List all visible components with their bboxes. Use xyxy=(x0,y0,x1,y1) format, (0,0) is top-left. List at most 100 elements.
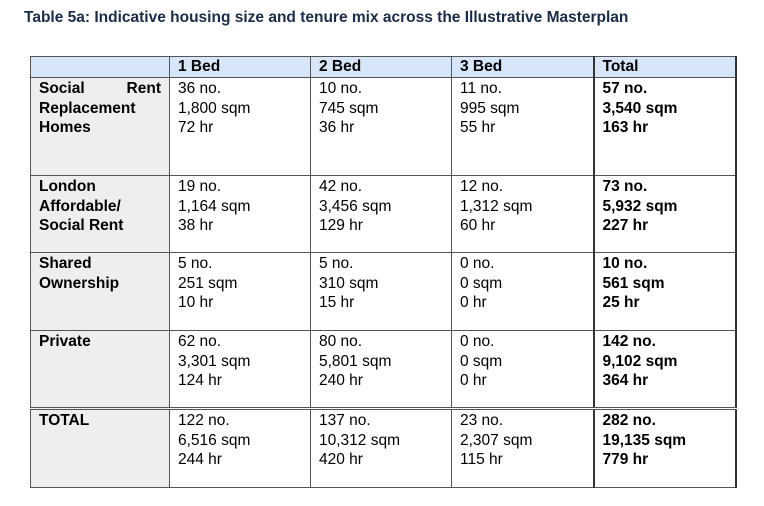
cell-total: 10 no. 561 sqm 25 hr xyxy=(592,252,737,331)
cell-habitable-rooms: 0 hr xyxy=(460,372,487,389)
cell-2-bed: 137 no. 10,312 sqm 420 hr xyxy=(310,407,452,488)
cell-habitable-rooms: 115 hr xyxy=(460,451,503,468)
cell-habitable-rooms: 0 hr xyxy=(460,294,487,311)
cell-3-bed: 23 no. 2,307 sqm 115 hr xyxy=(451,407,595,488)
cell-habitable-rooms: 72 hr xyxy=(178,119,214,136)
cell-area: 3,301 sqm xyxy=(178,352,251,370)
cell-area: 1,164 sqm xyxy=(178,197,251,215)
cell-1-bed: 62 no. 3,301 sqm 124 hr xyxy=(169,330,311,409)
cell-area: 3,456 sqm xyxy=(319,197,392,215)
cell-habitable-rooms: 60 hr xyxy=(460,217,496,234)
header-row: 1 Bed 2 Bed 3 Bed Total xyxy=(30,56,737,78)
cell-area: 19,135 sqm xyxy=(602,431,687,449)
cell-1-bed: 19 no. 1,164 sqm 38 hr xyxy=(169,175,311,253)
header-1-bed: 1 Bed xyxy=(169,56,311,78)
header-2-bed: 2 Bed xyxy=(310,56,452,78)
row-label-line: London xyxy=(39,178,96,195)
header-corner xyxy=(30,56,170,78)
cell-area: 3,540 sqm xyxy=(602,99,678,117)
cell-units: 57 no. xyxy=(602,80,648,97)
cell-1-bed: 36 no. 1,800 sqm 72 hr xyxy=(169,77,311,176)
cell-units: 42 no. xyxy=(319,178,363,195)
cell-units: 12 no. xyxy=(460,178,504,195)
row-label-line: TOTAL xyxy=(39,412,90,429)
cell-area: 0 sqm xyxy=(460,274,503,292)
cell-3-bed: 0 no. 0 sqm 0 hr xyxy=(451,330,595,409)
row-label-line: Shared xyxy=(39,255,92,272)
table-row: Private 62 no. 3,301 sqm 124 hr 80 no. 5… xyxy=(30,330,737,409)
cell-area: 6,516 sqm xyxy=(178,431,251,449)
cell-total: 57 no. 3,540 sqm 163 hr xyxy=(592,77,737,176)
row-label-total: TOTAL xyxy=(30,407,170,488)
cell-units: 5 no. xyxy=(319,255,354,272)
cell-habitable-rooms: 163 hr xyxy=(602,119,649,136)
row-label-line: Replacement xyxy=(39,99,136,117)
cell-area: 2,307 sqm xyxy=(460,431,533,449)
row-label-line: Social Rent xyxy=(39,79,161,99)
cell-units: 62 no. xyxy=(178,333,222,350)
row-label-line: Private xyxy=(39,333,91,350)
cell-habitable-rooms: 15 hr xyxy=(319,294,355,311)
cell-units: 5 no. xyxy=(178,255,213,272)
cell-area: 1,800 sqm xyxy=(178,99,251,117)
cell-3-bed: 0 no. 0 sqm 0 hr xyxy=(451,252,595,331)
cell-1-bed: 5 no. 251 sqm 10 hr xyxy=(169,252,311,331)
cell-3-bed: 11 no. 995 sqm 55 hr xyxy=(451,77,595,176)
cell-units: 10 no. xyxy=(602,255,648,272)
cell-1-bed: 122 no. 6,516 sqm 244 hr xyxy=(169,407,311,488)
table-row: London Affordable/ Social Rent 19 no. 1,… xyxy=(30,175,737,253)
cell-total: 282 no. 19,135 sqm 779 hr xyxy=(592,407,737,488)
table-row: Shared Ownership 5 no. 251 sqm 10 hr 5 n… xyxy=(30,252,737,331)
cell-2-bed: 5 no. 310 sqm 15 hr xyxy=(310,252,452,331)
cell-units: 0 no. xyxy=(460,333,495,350)
cell-2-bed: 80 no. 5,801 sqm 240 hr xyxy=(310,330,452,409)
row-label-line: Ownership xyxy=(39,274,120,292)
cell-total: 142 no. 9,102 sqm 364 hr xyxy=(592,330,737,409)
cell-2-bed: 42 no. 3,456 sqm 129 hr xyxy=(310,175,452,253)
table-row-total: TOTAL 122 no. 6,516 sqm 244 hr 137 no. 1… xyxy=(30,407,737,488)
cell-area: 1,312 sqm xyxy=(460,197,533,215)
header-total: Total xyxy=(592,56,737,78)
cell-units: 36 no. xyxy=(178,80,222,97)
cell-habitable-rooms: 124 hr xyxy=(178,372,222,389)
cell-habitable-rooms: 38 hr xyxy=(178,217,214,234)
cell-area: 310 sqm xyxy=(319,274,379,292)
row-label-word: Social xyxy=(39,80,85,97)
cell-habitable-rooms: 364 hr xyxy=(602,372,649,389)
cell-area: 5,801 sqm xyxy=(319,352,392,370)
housing-mix-table: 1 Bed 2 Bed 3 Bed Total Social Rent Repla… xyxy=(30,56,737,488)
header-3-bed: 3 Bed xyxy=(451,56,595,78)
cell-units: 0 no. xyxy=(460,255,495,272)
cell-2-bed: 10 no. 745 sqm 36 hr xyxy=(310,77,452,176)
cell-area: 995 sqm xyxy=(460,99,520,117)
cell-units: 73 no. xyxy=(602,178,648,195)
cell-habitable-rooms: 10 hr xyxy=(178,294,214,311)
table-row: Social Rent Replacement Homes 36 no. 1,80… xyxy=(30,77,737,176)
cell-area: 10,312 sqm xyxy=(319,431,400,449)
cell-habitable-rooms: 129 hr xyxy=(319,217,363,234)
cell-habitable-rooms: 779 hr xyxy=(602,451,649,468)
row-label-london-affordable: London Affordable/ Social Rent xyxy=(30,175,170,253)
cell-units: 137 no. xyxy=(319,412,371,429)
cell-area: 561 sqm xyxy=(602,274,665,292)
cell-area: 9,102 sqm xyxy=(602,352,678,370)
table-caption: Table 5a: Indicative housing size and te… xyxy=(24,9,629,26)
cell-habitable-rooms: 36 hr xyxy=(319,119,355,136)
cell-habitable-rooms: 25 hr xyxy=(602,294,640,311)
cell-habitable-rooms: 244 hr xyxy=(178,451,222,468)
cell-units: 282 no. xyxy=(602,412,656,429)
row-label-social-rent-replacement: Social Rent Replacement Homes xyxy=(30,77,170,176)
cell-units: 142 no. xyxy=(602,333,656,350)
row-label-line: Affordable/ xyxy=(39,197,121,215)
cell-units: 80 no. xyxy=(319,333,363,350)
cell-area: 0 sqm xyxy=(460,352,503,370)
cell-area: 5,932 sqm xyxy=(602,197,678,215)
row-label-private: Private xyxy=(30,330,170,409)
cell-area: 745 sqm xyxy=(319,99,379,117)
cell-units: 122 no. xyxy=(178,412,230,429)
cell-units: 23 no. xyxy=(460,412,504,429)
row-label-word: Rent xyxy=(126,80,161,97)
cell-units: 19 no. xyxy=(178,178,222,195)
cell-habitable-rooms: 240 hr xyxy=(319,372,363,389)
cell-total: 73 no. 5,932 sqm 227 hr xyxy=(592,175,737,253)
